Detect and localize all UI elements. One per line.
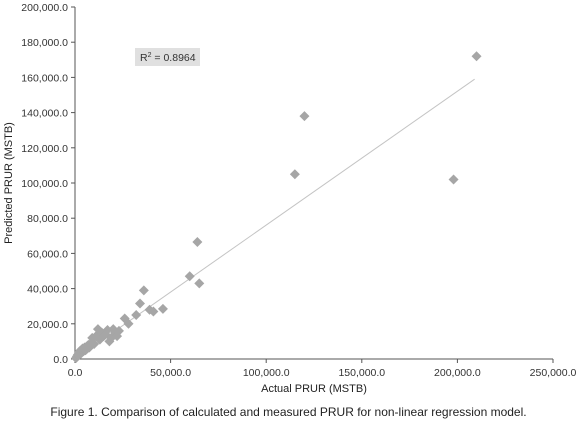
data-point	[471, 51, 482, 62]
data-points	[70, 51, 482, 364]
data-point	[148, 306, 159, 317]
chart-area: 0.0 20,000.0 40,000.0 60,000.0 80,000.0 100,0…	[3, 2, 577, 395]
r2-label: R2 = 0.8964	[140, 52, 196, 64]
y-tick-label: 60,000.0	[27, 248, 68, 260]
y-tick-label: 40,000.0	[27, 284, 68, 296]
x-tick-label: 0.0	[68, 367, 83, 379]
data-point	[289, 169, 300, 180]
y-axis-ticks: 0.0 20,000.0 40,000.0 60,000.0 80,000.0 100,0…	[21, 2, 75, 366]
chart-svg: 0.0 20,000.0 40,000.0 60,000.0 80,000.0 100,0…	[3, 2, 577, 395]
x-axis-ticks: 0.0 50,000.0 100,000.0 150,000.0 200,000.0 25…	[68, 359, 577, 379]
figure-caption: Figure 1. Comparison of calculated and m…	[50, 405, 527, 419]
x-tick-label: 150,000.0	[338, 367, 385, 379]
x-tick-label: 250,000.0	[530, 367, 577, 379]
x-tick-label: 200,000.0	[434, 367, 481, 379]
data-point	[138, 285, 149, 296]
r2-box-background	[135, 48, 200, 66]
data-point	[131, 310, 142, 320]
data-point	[119, 313, 130, 324]
data-point	[89, 339, 100, 350]
data-point	[123, 318, 134, 329]
data-point	[113, 325, 124, 336]
y-tick-label: 120,000.0	[21, 143, 68, 155]
y-tick-label: 0.0	[53, 354, 68, 366]
r2-value: = 0.8964	[152, 52, 196, 64]
data-point	[192, 236, 203, 247]
y-tick-label: 140,000.0	[21, 108, 68, 120]
y-tick-label: 100,000.0	[21, 178, 68, 190]
y-tick-label: 180,000.0	[21, 37, 68, 49]
x-tick-label: 50,000.0	[150, 367, 191, 379]
data-point	[299, 111, 310, 122]
r2-prefix: R	[140, 52, 148, 64]
data-point	[157, 303, 168, 314]
r2-superscript: 2	[148, 52, 152, 59]
data-point	[135, 298, 146, 309]
y-tick-label: 200,000.0	[21, 2, 68, 14]
x-axis-title: Actual PRUR (MSTB)	[261, 383, 367, 395]
data-point	[194, 278, 205, 289]
y-tick-label: 80,000.0	[27, 213, 68, 225]
data-point	[184, 271, 195, 282]
y-tick-label: 20,000.0	[27, 319, 68, 331]
r2-annotation: R2 = 0.8964	[135, 48, 200, 66]
trendline	[74, 78, 475, 360]
data-point	[448, 174, 459, 185]
x-tick-label: 100,000.0	[243, 367, 290, 379]
y-tick-label: 160,000.0	[21, 72, 68, 84]
y-axis-title: Predicted PRUR (MSTB)	[3, 122, 15, 244]
